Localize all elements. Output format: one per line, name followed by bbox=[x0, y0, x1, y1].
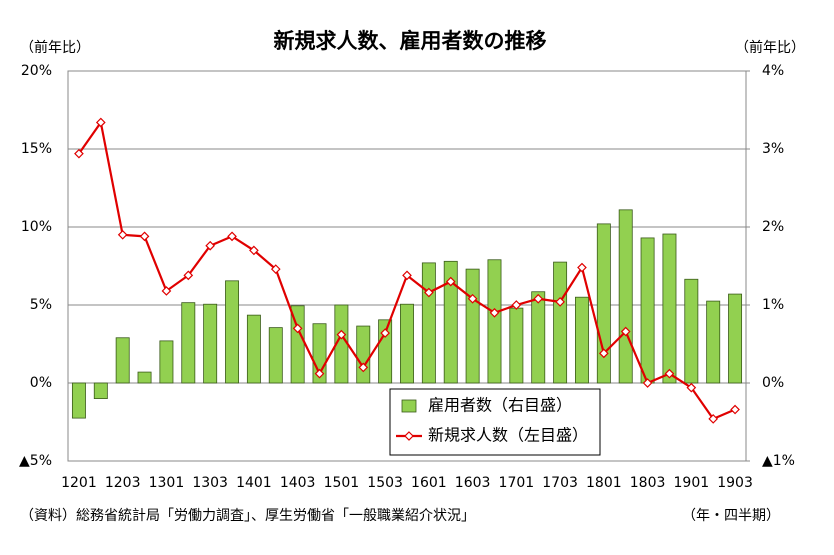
y2-tick-label: 1% bbox=[762, 297, 784, 313]
y-tick-label: 0% bbox=[30, 375, 52, 391]
marker bbox=[511, 300, 522, 310]
marker bbox=[74, 148, 84, 159]
marker bbox=[292, 323, 303, 334]
bar bbox=[706, 300, 721, 384]
bar bbox=[181, 302, 196, 384]
y-tick-label: 20% bbox=[21, 63, 52, 79]
marker bbox=[336, 329, 347, 340]
legend-label: 雇用者数（右目盛） bbox=[428, 396, 572, 415]
x-tick-label: 1601 bbox=[411, 475, 447, 491]
bar bbox=[509, 307, 524, 384]
bar bbox=[662, 233, 677, 384]
bar bbox=[531, 291, 546, 384]
marker bbox=[95, 117, 106, 128]
legend-swatch bbox=[401, 399, 417, 413]
x-tick-label: 1203 bbox=[105, 475, 141, 491]
y-tick-label: 10% bbox=[21, 219, 52, 235]
marker bbox=[577, 262, 587, 273]
bar bbox=[640, 237, 655, 384]
x-axis-label: （年・四半期） bbox=[682, 508, 780, 524]
marker bbox=[161, 286, 172, 296]
bar bbox=[356, 325, 371, 384]
y2-tick-label: ▲1% bbox=[762, 453, 795, 469]
marker bbox=[117, 229, 128, 240]
y2-tick-label: 0% bbox=[762, 375, 784, 391]
bar bbox=[93, 382, 108, 400]
marker bbox=[620, 326, 631, 337]
source: （資料）総務省統計局「労働力調査」、厚生労働省「一般職業紹介状況」 bbox=[20, 508, 475, 524]
bar bbox=[115, 337, 130, 384]
marker bbox=[730, 404, 740, 415]
marker bbox=[314, 368, 325, 379]
bar bbox=[421, 262, 436, 384]
marker bbox=[227, 231, 237, 242]
marker bbox=[402, 270, 412, 281]
bar bbox=[487, 259, 502, 384]
marker bbox=[358, 362, 369, 373]
marker bbox=[424, 287, 434, 298]
marker bbox=[708, 414, 719, 424]
bar bbox=[203, 303, 218, 384]
x-tick-label: 1503 bbox=[367, 475, 403, 491]
bar bbox=[553, 261, 568, 384]
bar bbox=[137, 371, 152, 384]
x-tick-label: 1901 bbox=[674, 475, 710, 491]
x-tick-label: 1201 bbox=[61, 475, 97, 491]
x-tick-label: 1301 bbox=[149, 475, 185, 491]
x-tick-label: 1501 bbox=[324, 475, 360, 491]
x-tick-label: 1701 bbox=[499, 475, 535, 491]
marker bbox=[183, 270, 194, 281]
marker bbox=[598, 348, 609, 359]
marker bbox=[555, 297, 565, 307]
marker bbox=[686, 382, 697, 393]
marker bbox=[533, 293, 544, 304]
bar bbox=[159, 340, 174, 384]
bar bbox=[400, 303, 414, 384]
marker bbox=[642, 378, 653, 388]
x-tick-label: 1703 bbox=[542, 475, 578, 491]
bar bbox=[465, 268, 480, 384]
bar bbox=[71, 382, 86, 419]
bar bbox=[443, 260, 458, 384]
marker bbox=[380, 328, 390, 338]
x-tick-label: 1803 bbox=[630, 475, 666, 491]
bar bbox=[225, 280, 239, 384]
x-tick-label: 1603 bbox=[455, 475, 491, 491]
bar bbox=[684, 278, 699, 384]
marker bbox=[664, 368, 675, 379]
legend-marker bbox=[404, 431, 414, 441]
y-tick-label: 15% bbox=[21, 141, 52, 157]
legend-box bbox=[389, 388, 601, 456]
x-tick-label: 1801 bbox=[586, 475, 622, 491]
y2-tick-label: 4% bbox=[762, 63, 784, 79]
y2-axis-label: （前年比） bbox=[735, 39, 805, 56]
marker bbox=[270, 264, 281, 274]
x-tick-label: 1401 bbox=[236, 475, 272, 491]
x-tick-label: 1303 bbox=[192, 475, 228, 491]
bar bbox=[246, 314, 261, 384]
marker bbox=[489, 307, 500, 318]
marker bbox=[139, 231, 150, 242]
bar bbox=[575, 296, 589, 384]
y2-tick-label: 2% bbox=[762, 219, 784, 235]
marker bbox=[249, 245, 259, 256]
x-tick-label: 1903 bbox=[717, 475, 753, 491]
x-tick-label: 1403 bbox=[280, 475, 316, 491]
marker bbox=[205, 240, 216, 251]
y2-tick-label: 3% bbox=[762, 141, 784, 157]
y-tick-label: 5% bbox=[30, 297, 52, 313]
bar bbox=[378, 319, 393, 384]
bar bbox=[268, 327, 283, 384]
marker bbox=[445, 276, 456, 287]
marker bbox=[467, 293, 478, 304]
bar bbox=[618, 209, 633, 384]
bar bbox=[596, 223, 611, 384]
legend-label: 新規求人数（左目盛） bbox=[428, 426, 588, 445]
chart-title: 新規求人数、雇用者数の推移 bbox=[274, 29, 547, 53]
y-tick-label: ▲5% bbox=[19, 453, 52, 469]
y-axis-label: （前年比） bbox=[20, 39, 90, 56]
bar bbox=[728, 293, 743, 384]
